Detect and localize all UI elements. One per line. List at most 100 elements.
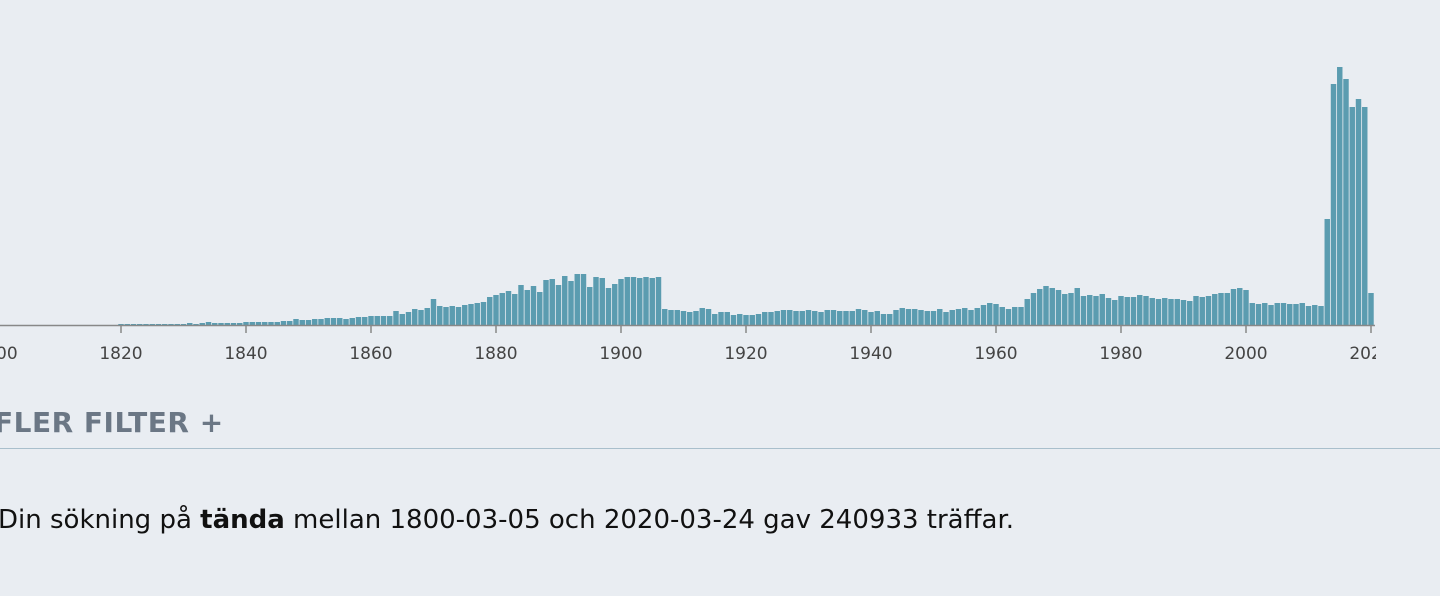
bar xyxy=(637,278,643,325)
bar xyxy=(1099,294,1105,325)
bar xyxy=(1368,293,1374,325)
histogram: 1800 1820 1840 1860 1880 1900 1920 1940 1960 1980… xyxy=(0,67,1376,364)
more-filters-button[interactable]: FLER FILTER + xyxy=(0,406,224,439)
bar xyxy=(212,323,218,325)
bar xyxy=(293,319,299,325)
bar xyxy=(305,320,312,325)
x-tick-label: 1960 xyxy=(974,344,1017,364)
bar xyxy=(874,311,880,325)
bar xyxy=(1274,303,1280,325)
bar xyxy=(368,316,374,325)
bar xyxy=(1355,99,1362,325)
bar xyxy=(230,323,237,325)
bar xyxy=(574,274,580,325)
bar xyxy=(843,311,849,325)
bar xyxy=(693,311,699,325)
bar xyxy=(812,311,818,325)
bar xyxy=(793,311,799,325)
bar xyxy=(568,281,574,325)
bar xyxy=(1012,307,1018,325)
bar xyxy=(724,312,730,325)
bar xyxy=(580,274,587,325)
bar xyxy=(943,312,949,325)
bar xyxy=(1112,300,1118,325)
bar xyxy=(805,310,812,325)
bar xyxy=(1024,299,1030,325)
bar xyxy=(537,292,543,325)
bar xyxy=(312,319,318,325)
bar xyxy=(624,277,630,325)
bar xyxy=(443,307,449,325)
x-tick-label: 1940 xyxy=(849,344,892,364)
bar xyxy=(224,323,230,325)
bar xyxy=(549,279,555,325)
bar xyxy=(543,280,549,325)
bar xyxy=(743,315,749,325)
bar xyxy=(668,310,674,325)
bar xyxy=(399,314,405,325)
bar xyxy=(962,308,968,325)
bar xyxy=(1305,306,1312,325)
x-tick-label: 1880 xyxy=(474,344,517,364)
bar xyxy=(955,309,962,325)
bar xyxy=(205,322,212,325)
bar xyxy=(499,293,505,325)
bar xyxy=(280,321,287,325)
bar xyxy=(880,314,887,325)
bar xyxy=(1093,296,1099,325)
bar xyxy=(949,310,955,325)
x-tick-label: 1920 xyxy=(724,344,767,364)
bar xyxy=(118,324,124,325)
bar xyxy=(687,312,693,325)
bar xyxy=(824,310,830,325)
bar xyxy=(430,299,437,325)
bar xyxy=(630,277,637,325)
bar xyxy=(918,310,924,325)
bar xyxy=(1149,298,1155,325)
bar xyxy=(893,310,899,325)
result-suffix: mellan 1800-03-05 och 2020-03-24 gav 240… xyxy=(284,505,1015,535)
bar xyxy=(512,294,518,325)
bar xyxy=(449,306,455,325)
divider xyxy=(0,448,1440,449)
x-tick-label: 1840 xyxy=(224,344,267,364)
bar xyxy=(480,302,487,325)
bar xyxy=(1062,294,1068,325)
bar xyxy=(324,318,330,325)
bar xyxy=(174,324,180,325)
bar xyxy=(718,312,724,325)
bar xyxy=(968,310,974,325)
bar xyxy=(149,324,155,325)
bar xyxy=(237,323,243,325)
result-summary: Din sökning på tända mellan 1800-03-05 o… xyxy=(0,505,1014,535)
bar xyxy=(1293,304,1299,325)
bar xyxy=(1162,298,1168,325)
bar xyxy=(1255,304,1262,325)
bar xyxy=(1105,298,1112,325)
bar xyxy=(474,303,480,325)
bar xyxy=(1187,301,1193,325)
bar xyxy=(462,305,468,325)
bar xyxy=(618,279,624,325)
bar xyxy=(749,315,755,325)
bar xyxy=(355,317,362,325)
bar xyxy=(887,314,893,325)
bar xyxy=(774,311,780,325)
bar xyxy=(1330,84,1337,325)
bar xyxy=(755,314,762,325)
bar xyxy=(699,308,705,325)
bar xyxy=(1349,107,1355,325)
bar xyxy=(1087,295,1093,325)
bar xyxy=(1243,290,1249,325)
bar xyxy=(1318,306,1324,325)
bar xyxy=(243,322,249,325)
bar xyxy=(980,305,987,325)
bar xyxy=(1074,288,1080,325)
bar xyxy=(505,291,512,325)
bar xyxy=(737,314,743,325)
bar xyxy=(1212,294,1218,325)
bar xyxy=(1130,297,1137,325)
x-tick-label: 2020 xyxy=(1349,344,1376,364)
bar xyxy=(1155,299,1162,325)
x-tick-label: 2000 xyxy=(1224,344,1267,364)
